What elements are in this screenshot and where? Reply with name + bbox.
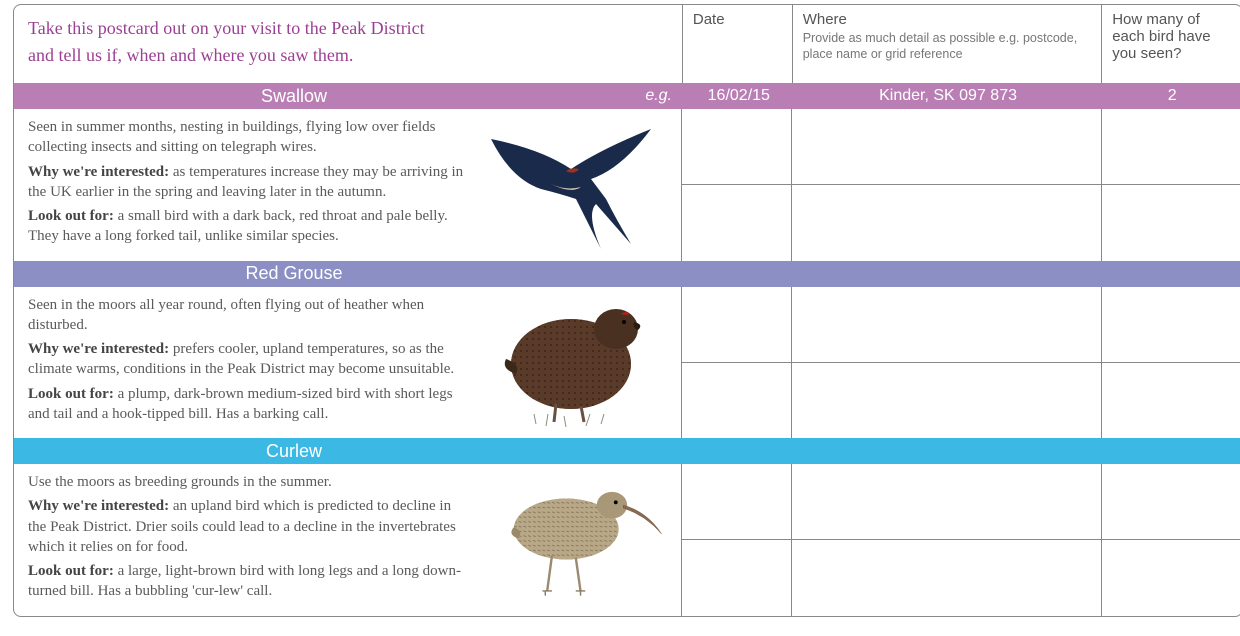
entry-count-cell[interactable] bbox=[1102, 185, 1240, 260]
entry-row bbox=[682, 287, 1240, 363]
intro-line1: Take this postcard out on your visit to … bbox=[28, 15, 668, 42]
bird-section: Curlew Use the moors as breeding grounds… bbox=[14, 438, 1240, 616]
example-count: 2 bbox=[1103, 87, 1240, 105]
example-date: 16/02/15 bbox=[684, 87, 794, 105]
header-where-label: Where bbox=[803, 11, 1092, 28]
entry-grid bbox=[682, 287, 1240, 439]
bird-description: Seen in summer months, nesting in buildi… bbox=[14, 109, 682, 261]
entry-count-cell[interactable] bbox=[1102, 287, 1240, 362]
entry-where-cell[interactable] bbox=[792, 464, 1102, 539]
entry-date-cell[interactable] bbox=[682, 185, 792, 260]
grouse-icon bbox=[471, 267, 671, 437]
desc-look: Look out for: a large, light-brown bird … bbox=[28, 561, 468, 602]
header-where-sub: Provide as much detail as possible e.g. … bbox=[803, 30, 1092, 63]
entry-count-cell[interactable] bbox=[1102, 464, 1240, 539]
entry-count-cell[interactable] bbox=[1102, 363, 1240, 438]
desc-intro: Seen in the moors all year round, often … bbox=[28, 295, 468, 336]
entry-date-cell[interactable] bbox=[682, 464, 792, 539]
entry-row bbox=[682, 109, 1240, 185]
section-body: Use the moors as breeding grounds in the… bbox=[14, 464, 1240, 616]
entry-date-cell[interactable] bbox=[682, 109, 792, 184]
desc-intro: Use the moors as breeding grounds in the… bbox=[28, 472, 468, 492]
section-body: Seen in the moors all year round, often … bbox=[14, 287, 1240, 439]
header-date: Date bbox=[683, 5, 793, 83]
desc-look: Look out for: a small bird with a dark b… bbox=[28, 206, 468, 247]
bird-description: Seen in the moors all year round, often … bbox=[14, 287, 682, 439]
curlew-icon bbox=[471, 444, 671, 614]
bird-description: Use the moors as breeding grounds in the… bbox=[14, 464, 682, 616]
header-row: Take this postcard out on your visit to … bbox=[14, 5, 1240, 83]
postcard: Take this postcard out on your visit to … bbox=[13, 4, 1240, 617]
entry-grid bbox=[682, 109, 1240, 261]
intro-text: Take this postcard out on your visit to … bbox=[14, 5, 683, 83]
swallow-icon bbox=[471, 89, 671, 259]
entry-grid bbox=[682, 464, 1240, 616]
desc-why: Why we're interested: as temperatures in… bbox=[28, 162, 468, 203]
desc-intro: Seen in summer months, nesting in buildi… bbox=[28, 117, 468, 158]
entry-where-cell[interactable] bbox=[792, 185, 1102, 260]
entry-count-cell[interactable] bbox=[1102, 109, 1240, 184]
entry-row bbox=[682, 540, 1240, 615]
entry-row bbox=[682, 185, 1240, 260]
desc-why: Why we're interested: prefers cooler, up… bbox=[28, 339, 468, 380]
example-where: Kinder, SK 097 873 bbox=[794, 87, 1103, 105]
entry-row bbox=[682, 363, 1240, 438]
header-count: How many of each bird have you seen? bbox=[1102, 5, 1240, 83]
entry-where-cell[interactable] bbox=[792, 109, 1102, 184]
bird-section: Swallow e.g. 16/02/15 Kinder, SK 097 873… bbox=[14, 83, 1240, 261]
header-count-label: How many of each bird have you seen? bbox=[1112, 11, 1232, 62]
entry-where-cell[interactable] bbox=[792, 363, 1102, 438]
bird-section: Red Grouse Seen in the moors all year ro… bbox=[14, 261, 1240, 439]
entry-where-cell[interactable] bbox=[792, 287, 1102, 362]
header-where: Where Provide as much detail as possible… bbox=[793, 5, 1103, 83]
section-body: Seen in summer months, nesting in buildi… bbox=[14, 109, 1240, 261]
entry-date-cell[interactable] bbox=[682, 287, 792, 362]
header-date-label: Date bbox=[693, 11, 782, 28]
entry-date-cell[interactable] bbox=[682, 540, 792, 615]
desc-look: Look out for: a plump, dark-brown medium… bbox=[28, 384, 468, 425]
entry-count-cell[interactable] bbox=[1102, 540, 1240, 615]
entry-date-cell[interactable] bbox=[682, 363, 792, 438]
desc-why: Why we're interested: an upland bird whi… bbox=[28, 496, 468, 557]
intro-line2: and tell us if, when and where you saw t… bbox=[28, 42, 668, 69]
entry-row bbox=[682, 464, 1240, 540]
entry-where-cell[interactable] bbox=[792, 540, 1102, 615]
